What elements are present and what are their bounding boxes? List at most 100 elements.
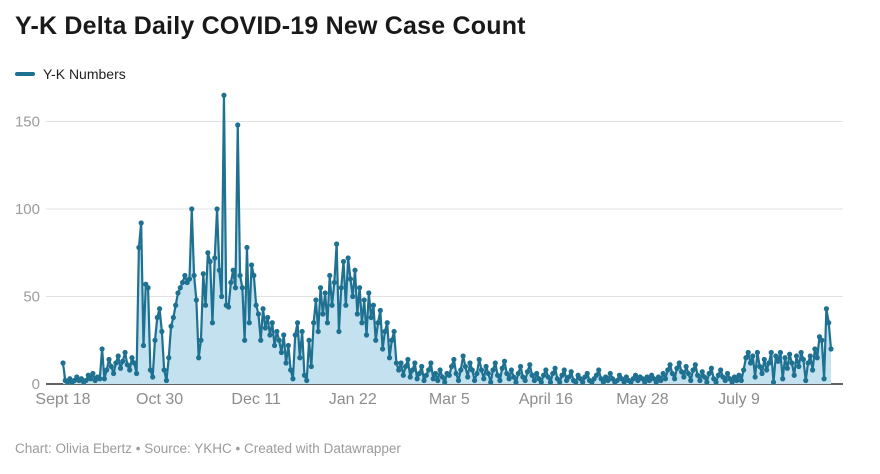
data-point-marker (219, 293, 225, 300)
data-point-marker (543, 367, 549, 373)
data-point-marker (796, 363, 802, 370)
x-tick-label: Jan 22 (329, 391, 377, 408)
data-point-marker (678, 369, 685, 375)
data-point-marker (458, 367, 464, 373)
data-point-marker (485, 370, 491, 377)
data-point-marker (784, 365, 790, 371)
data-point-marker (561, 367, 567, 373)
data-point-marker (736, 372, 742, 378)
data-point-marker (757, 363, 763, 370)
data-point-marker (734, 377, 740, 384)
data-point-marker (747, 360, 754, 366)
data-point-marker (193, 297, 199, 303)
data-point-marker (414, 376, 420, 382)
data-point-marker (426, 367, 432, 373)
data-point-marker (327, 272, 333, 279)
data-point-marker (770, 379, 777, 385)
x-tick-label: Oct 30 (136, 391, 183, 408)
data-point-marker (320, 311, 326, 317)
data-point-marker (430, 376, 436, 382)
data-point-marker (782, 355, 788, 361)
data-point-marker (497, 377, 503, 384)
data-point-marker (708, 365, 715, 371)
data-point-marker (225, 304, 232, 310)
data-point-marker (798, 349, 804, 356)
data-point-marker (391, 328, 397, 335)
data-point-marker (750, 353, 756, 359)
data-point-marker (787, 351, 793, 357)
data-point-marker (246, 320, 252, 326)
data-point-marker (499, 365, 505, 371)
data-point-marker (435, 377, 441, 384)
data-point-marker (115, 353, 121, 359)
data-point-marker (90, 370, 96, 377)
data-point-marker (504, 370, 510, 377)
data-point-marker (697, 377, 703, 384)
data-point-marker (221, 92, 227, 98)
data-point-marker (690, 367, 696, 373)
data-point-marker (140, 342, 147, 349)
data-point-marker (534, 370, 540, 377)
data-point-marker (175, 290, 181, 296)
data-point-marker (382, 328, 388, 335)
footer-credit: Chart: Olivia Ebertz • Source: YKHC • Cr… (15, 441, 401, 456)
data-point-marker (713, 379, 719, 385)
data-point-marker (494, 372, 501, 378)
data-point-marker (366, 290, 372, 296)
data-point-marker (122, 349, 128, 356)
data-point-marker (580, 379, 586, 385)
data-point-marker (800, 356, 807, 363)
data-point-marker (773, 353, 779, 359)
data-point-marker (393, 360, 400, 366)
data-point-marker (207, 258, 213, 265)
data-point-marker (715, 372, 721, 378)
data-point-marker (375, 320, 381, 326)
data-point-marker (313, 297, 319, 303)
data-point-marker (621, 379, 627, 385)
data-point-marker (704, 379, 710, 385)
data-point-marker (793, 353, 800, 359)
data-point-marker (768, 349, 774, 356)
data-point-marker (405, 356, 411, 363)
data-point-marker (483, 363, 489, 370)
data-point-marker (400, 372, 406, 378)
data-point-marker (196, 355, 202, 361)
data-point-marker (343, 302, 349, 308)
data-point-marker (106, 356, 112, 363)
data-point-marker (812, 346, 818, 352)
data-point-marker (511, 374, 517, 380)
data-point-marker (607, 370, 613, 377)
data-point-marker (230, 267, 236, 273)
data-point-marker (168, 323, 174, 329)
data-point-marker (669, 370, 675, 377)
data-point-marker (632, 372, 639, 378)
data-point-marker (423, 372, 429, 378)
data-point-marker (403, 363, 409, 370)
data-point-marker (699, 369, 705, 375)
data-point-marker (285, 342, 291, 349)
data-point-marker (531, 377, 537, 384)
data-point-marker (573, 379, 579, 385)
data-point-marker (290, 376, 296, 382)
data-point-marker (527, 362, 533, 368)
data-point-marker (777, 349, 784, 356)
data-point-marker (780, 376, 786, 382)
data-point-marker (462, 363, 468, 370)
data-point-marker (166, 355, 172, 361)
data-point-marker (136, 244, 142, 251)
data-point-marker (474, 370, 480, 377)
data-point-marker (552, 365, 558, 371)
data-point-marker (442, 379, 448, 385)
data-point-marker (803, 377, 809, 384)
data-point-marker (419, 363, 425, 370)
data-point-marker (421, 377, 427, 384)
data-point-marker (662, 376, 669, 382)
data-point-marker (522, 377, 528, 384)
data-point-marker (359, 320, 365, 326)
data-point-marker (759, 370, 765, 377)
data-point-marker (278, 349, 285, 356)
data-point-marker (439, 374, 445, 380)
data-point-marker (384, 320, 390, 326)
data-point-marker (481, 376, 487, 382)
data-point-marker (761, 356, 767, 363)
